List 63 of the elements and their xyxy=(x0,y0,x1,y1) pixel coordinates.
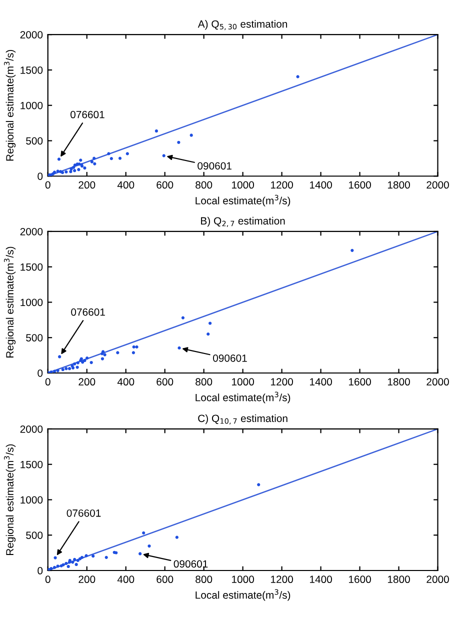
x-tick-label: 2000 xyxy=(426,181,449,189)
x-tick-label: 0 xyxy=(45,181,50,189)
y-tick-label: 2000 xyxy=(20,228,43,236)
y-tick-label: 500 xyxy=(26,532,43,539)
annotation: 076601 xyxy=(71,308,105,316)
y-tick-label: 0 xyxy=(38,567,43,574)
x-tick-label: 800 xyxy=(196,378,212,386)
x-tick-label: 1000 xyxy=(232,378,254,386)
x-tick-label: 800 xyxy=(196,181,212,189)
x-tick-label: 1800 xyxy=(388,181,410,189)
y-tick-label: 500 xyxy=(26,334,43,342)
x-tick-label: 400 xyxy=(117,181,134,189)
x-tick-label: 2000 xyxy=(426,378,449,386)
annotation: 090601 xyxy=(198,162,232,170)
x-tick-label: 0 xyxy=(45,378,50,386)
chart-title: C) Q$_{10,7}$ estimation xyxy=(198,414,288,425)
y-tick-label: 1500 xyxy=(20,66,43,74)
x-axis-title: Local estimate(m$^{3}$/s) xyxy=(196,194,290,206)
y-axis-title: Regional estimate(m$^{3}$/s) xyxy=(4,246,16,358)
y-tick-label: 0 xyxy=(38,172,43,180)
y-axis-title: Regional estimate(m$^{3}$/s) xyxy=(4,50,16,161)
y-tick-label: 500 xyxy=(26,137,43,145)
annotation: 076601 xyxy=(70,110,104,118)
x-tick-label: 200 xyxy=(78,378,96,386)
x-tick-label: 1800 xyxy=(388,378,410,386)
y-tick-label: 1000 xyxy=(20,298,43,306)
x-tick-label: 600 xyxy=(156,378,174,386)
y-tick-label: 2000 xyxy=(20,31,43,38)
y-tick-label: 2000 xyxy=(20,425,43,433)
y-tick-label: 1500 xyxy=(20,263,43,271)
x-tick-label: 1200 xyxy=(271,378,293,386)
x-tick-label: 1200 xyxy=(271,576,293,584)
x-axis-title: Local estimate(m$^{3}$/s) xyxy=(196,589,290,601)
x-tick-label: 600 xyxy=(156,181,174,189)
x-tick-label: 1400 xyxy=(310,378,332,386)
y-axis-title: Regional estimate(m$^{3}$/s) xyxy=(4,444,16,555)
y-tick-label: 1000 xyxy=(20,102,43,110)
x-axis-title: Local estimate(m$^{3}$/s) xyxy=(196,392,290,404)
x-tick-label: 1600 xyxy=(348,181,371,189)
chart-title: B) Q$_{2,7}$ estimation xyxy=(201,216,285,228)
x-tick-label: 1400 xyxy=(310,576,332,584)
annotation: 090601 xyxy=(174,560,208,568)
x-tick-label: 1200 xyxy=(271,181,293,189)
x-tick-label: 1000 xyxy=(232,576,254,584)
y-tick-label: 0 xyxy=(38,370,43,377)
x-tick-label: 1600 xyxy=(348,378,371,386)
y-tick-label: 1500 xyxy=(20,460,43,468)
x-tick-label: 1600 xyxy=(348,576,371,584)
x-tick-label: 0 xyxy=(45,576,50,584)
x-tick-label: 200 xyxy=(78,576,96,584)
x-tick-label: 1000 xyxy=(232,181,254,189)
x-tick-label: 800 xyxy=(196,576,212,584)
x-tick-label: 400 xyxy=(117,576,134,584)
annotation: 090601 xyxy=(213,354,247,362)
x-tick-label: 2000 xyxy=(426,576,449,584)
x-tick-label: 1800 xyxy=(388,576,410,584)
x-tick-label: 200 xyxy=(78,181,96,189)
annotation: 076601 xyxy=(66,509,101,517)
y-tick-label: 1000 xyxy=(20,496,43,504)
x-tick-label: 1400 xyxy=(310,181,332,189)
chart-title: A) Q$_{5,30}$ estimation xyxy=(198,20,288,30)
x-tick-label: 600 xyxy=(156,576,174,584)
x-tick-label: 400 xyxy=(117,378,134,386)
